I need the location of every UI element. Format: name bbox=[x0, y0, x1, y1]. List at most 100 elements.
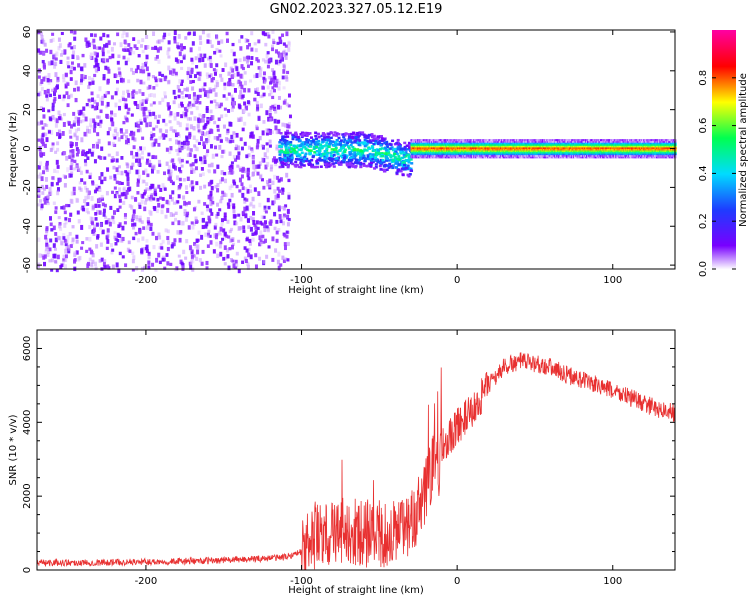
heatmap-cell bbox=[236, 164, 240, 168]
heatmap-cell bbox=[323, 136, 327, 139]
heatmap-cell bbox=[341, 146, 345, 150]
heatmap-cell bbox=[145, 97, 149, 102]
heatmap-cell bbox=[250, 148, 254, 153]
heatmap-cell bbox=[184, 94, 188, 98]
heatmap-cell bbox=[84, 185, 88, 190]
heatmap-cell bbox=[237, 239, 241, 243]
heatmap-cell bbox=[99, 242, 103, 247]
heatmap-cell bbox=[118, 233, 122, 238]
heatmap-cell bbox=[121, 255, 125, 259]
heatmap-cell bbox=[170, 197, 174, 202]
heatmap-cell bbox=[125, 129, 129, 134]
heatmap-cell bbox=[130, 195, 134, 200]
heatmap-cell bbox=[178, 122, 182, 128]
heatmap-cell bbox=[60, 263, 64, 267]
heatmap-cell bbox=[91, 41, 95, 46]
heatmap-cell bbox=[246, 218, 250, 223]
heatmap-cell bbox=[50, 258, 54, 263]
heatmap-cell bbox=[260, 178, 264, 182]
heatmap-cell bbox=[201, 57, 205, 63]
heatmap-cell bbox=[191, 267, 195, 272]
heatmap-cell bbox=[187, 201, 191, 205]
heatmap-cell bbox=[62, 112, 66, 117]
heatmap-cell bbox=[276, 193, 280, 198]
heatmap-cell bbox=[143, 266, 147, 270]
heatmap-cell bbox=[88, 103, 92, 108]
heatmap-cell bbox=[237, 85, 241, 89]
heatmap-cell bbox=[215, 233, 219, 237]
heatmap-cell bbox=[206, 39, 210, 44]
heatmap-cell bbox=[374, 139, 378, 143]
heatmap-cell bbox=[277, 265, 281, 271]
heatmap-cell bbox=[122, 192, 126, 196]
heatmap-cell bbox=[394, 150, 398, 153]
heatmap-cell bbox=[93, 189, 97, 194]
heatmap-cell bbox=[45, 168, 49, 172]
heatmap-cell bbox=[169, 169, 173, 173]
heatmap-cell bbox=[181, 220, 185, 226]
heatmap-cell bbox=[124, 40, 128, 45]
heatmap-cell bbox=[37, 174, 41, 179]
heatmap-cell bbox=[77, 219, 81, 224]
heatmap-cell bbox=[266, 147, 270, 153]
heatmap-cell bbox=[96, 66, 100, 72]
heatmap-cell bbox=[278, 214, 282, 219]
heatmap-cell bbox=[131, 70, 135, 75]
heatmap-cell bbox=[90, 151, 94, 157]
heatmap-cell bbox=[158, 101, 162, 105]
heatmap-cell bbox=[132, 89, 136, 93]
heatmap-cell bbox=[271, 200, 275, 206]
heatmap-cell bbox=[77, 127, 81, 132]
heatmap-cell bbox=[176, 200, 180, 204]
heatmap-cell bbox=[395, 171, 399, 175]
heatmap-cell bbox=[78, 181, 82, 185]
heatmap-cell bbox=[341, 144, 345, 147]
heatmap-cell bbox=[265, 142, 269, 146]
heatmap-cell bbox=[313, 165, 317, 169]
heatmap-cell bbox=[77, 109, 81, 115]
heatmap-cell bbox=[228, 229, 232, 234]
heatmap-cell bbox=[278, 141, 282, 144]
heatmap-cell bbox=[98, 123, 102, 129]
heatmap-cell bbox=[345, 161, 349, 164]
heatmap-cell bbox=[372, 134, 376, 138]
heatmap-cell bbox=[138, 99, 142, 104]
heatmap-cell bbox=[52, 253, 56, 259]
heatmap-cell bbox=[224, 113, 228, 118]
heatmap-cell bbox=[186, 74, 190, 80]
heatmap-cell bbox=[232, 263, 236, 269]
heatmap-cell bbox=[158, 196, 162, 200]
heatmap-cell bbox=[37, 237, 41, 242]
heatmap-cell bbox=[86, 156, 90, 161]
heatmap-cell bbox=[93, 33, 97, 38]
heatmap-cell bbox=[222, 228, 226, 233]
heatmap-cell bbox=[114, 127, 118, 131]
heatmap-cell bbox=[233, 214, 237, 219]
heatmap-cell bbox=[209, 144, 213, 149]
heatmap-cell bbox=[117, 54, 121, 59]
heatmap-cell bbox=[196, 124, 200, 129]
heatmap-cell bbox=[196, 249, 200, 255]
heatmap-cell bbox=[124, 194, 128, 200]
heatmap-cell bbox=[310, 158, 314, 162]
heatmap-cell bbox=[84, 152, 88, 157]
heatmap-cell bbox=[271, 95, 275, 100]
heatmap-cell bbox=[373, 153, 377, 156]
heatmap-cell bbox=[402, 155, 406, 159]
heatmap-cell bbox=[235, 144, 239, 149]
heatmap-cell bbox=[139, 79, 143, 85]
heatmap-cell bbox=[230, 161, 234, 165]
heatmap-cell bbox=[261, 86, 265, 90]
heatmap-cell bbox=[258, 72, 262, 78]
heatmap-cell bbox=[92, 231, 96, 236]
heatmap-cell bbox=[132, 255, 136, 260]
heatmap-cell bbox=[286, 129, 290, 134]
heatmap-cell bbox=[177, 158, 181, 162]
heatmap-cell bbox=[279, 177, 283, 182]
heatmap-cell bbox=[243, 209, 247, 214]
heatmap-cell bbox=[201, 249, 205, 254]
heatmap-cell bbox=[226, 219, 230, 224]
heatmap-cell bbox=[273, 226, 277, 231]
heatmap-cell bbox=[169, 212, 173, 217]
heatmap-cell bbox=[43, 200, 47, 205]
